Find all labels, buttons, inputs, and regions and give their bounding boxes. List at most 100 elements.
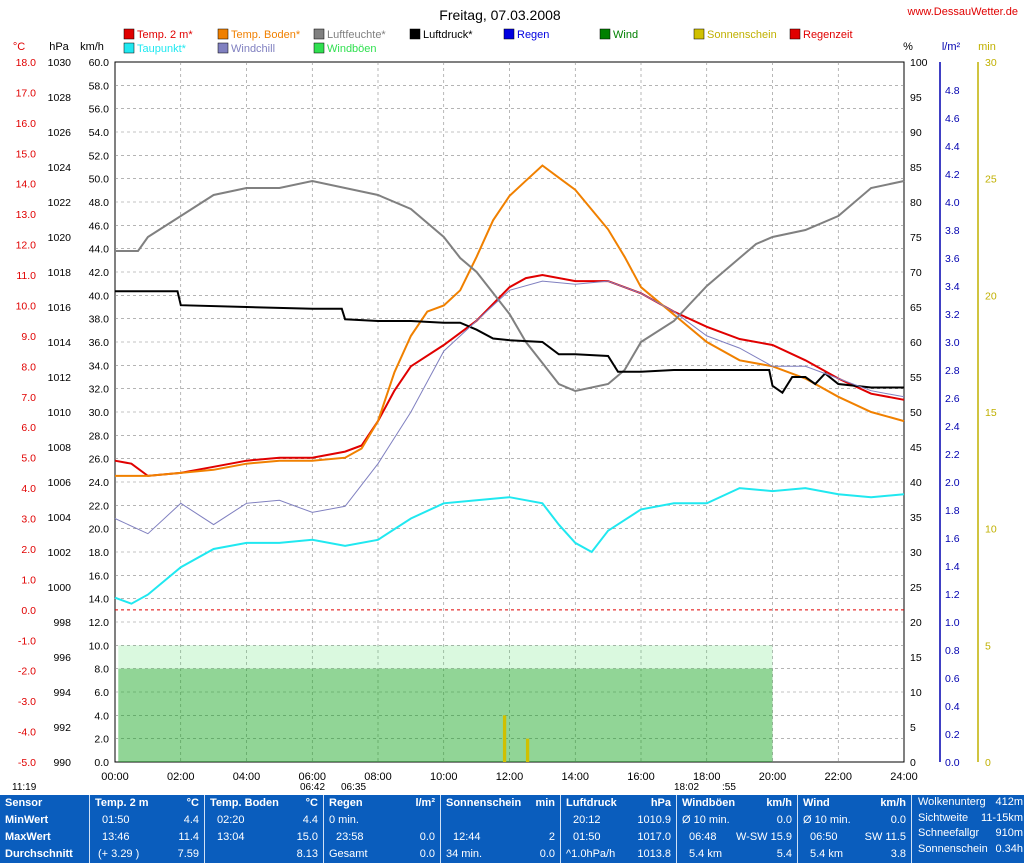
temp_c-tick: 10.0 bbox=[16, 300, 37, 312]
speed_kmh-tick: 12.0 bbox=[89, 617, 110, 629]
temp_c-tick: 17.0 bbox=[16, 87, 37, 99]
x-tick: 02:00 bbox=[167, 771, 195, 783]
rain_lm2-tick: 0.2 bbox=[945, 729, 960, 741]
temp2m-avg-val: 7.59 bbox=[177, 848, 199, 860]
col-temp2m: Temp. 2 m °C 01:50 4.4 13:46 11.4 (+ 3.29 )… bbox=[89, 795, 204, 863]
legend-swatch bbox=[217, 42, 229, 54]
humidity_pct-tick: 45 bbox=[910, 442, 922, 454]
humidity-unit: % bbox=[903, 41, 913, 53]
legend-label: Wind bbox=[613, 29, 638, 41]
pressure_hpa-tick: 1008 bbox=[48, 442, 72, 454]
pressure_hpa-tick: 1026 bbox=[48, 127, 72, 139]
boeen-max-val: W-SW 15.9 bbox=[735, 831, 792, 843]
x-tick: 00:00 bbox=[101, 771, 129, 783]
extra-snow-val: 910m bbox=[995, 827, 1023, 839]
chart-title: Freitag, 07.03.2008 bbox=[439, 7, 561, 23]
series-luftdruck bbox=[115, 290, 904, 395]
minutes-tick: 0 bbox=[985, 757, 991, 769]
speed_kmh-tick: 30.0 bbox=[89, 407, 110, 419]
speed_kmh-tick: 36.0 bbox=[89, 337, 110, 349]
wind-max-time: 06:50 bbox=[810, 831, 838, 843]
rain_lm2-tick: 0.4 bbox=[945, 701, 960, 713]
speed_kmh-tick: 16.0 bbox=[89, 570, 110, 582]
speed_kmh-tick: 10.0 bbox=[89, 640, 110, 652]
site-link[interactable]: www.DessauWetter.de bbox=[907, 6, 1018, 18]
rain_lm2-tick: 2.6 bbox=[945, 393, 960, 405]
tempboden-avg-val: 8.13 bbox=[296, 848, 318, 860]
boeen-dist-val: 5.4 bbox=[776, 848, 792, 860]
speed_kmh-tick: 56.0 bbox=[89, 104, 110, 116]
tempboden-header: Temp. Boden bbox=[210, 797, 279, 809]
pressure_hpa-tick: 1002 bbox=[48, 547, 72, 559]
legend-label: Windchill bbox=[231, 43, 275, 55]
sonne-unit: min bbox=[535, 797, 555, 809]
col-tempboden: Temp. Boden °C 02:20 4.4 13:04 15.0 8.13 bbox=[204, 795, 323, 863]
x-tick: 20:00 bbox=[759, 771, 787, 783]
stats-table: Sensor MinWert MaxWert Durchschnitt Temp… bbox=[0, 795, 1024, 863]
temp_c-tick: 2.0 bbox=[21, 544, 36, 556]
rain_lm2-tick: 1.0 bbox=[945, 617, 960, 629]
regen-total-val: 0.0 bbox=[419, 848, 435, 860]
tempboden-min-val: 4.4 bbox=[302, 814, 318, 826]
rain_lm2-tick: 3.2 bbox=[945, 309, 960, 321]
weather-chart: Freitag, 07.03.2008 www.DessauWetter.de … bbox=[12, 6, 1018, 793]
wind-avg-val: 0.0 bbox=[890, 814, 906, 826]
wind-bars bbox=[118, 645, 773, 762]
regen-max-time: 23:58 bbox=[336, 831, 364, 843]
temp_c-tick: 12.0 bbox=[16, 240, 37, 252]
temp2m-avg-delta: (+ 3.29 ) bbox=[98, 848, 140, 860]
legend-label: Temp. 2 m* bbox=[137, 29, 193, 41]
series-taupunkt bbox=[114, 487, 905, 605]
speed_kmh-tick: 0.0 bbox=[94, 757, 109, 769]
tempboden-unit: °C bbox=[305, 797, 318, 809]
temp2m-max-val: 11.4 bbox=[178, 831, 199, 843]
legend-label: Regen bbox=[517, 29, 549, 41]
pressure_hpa-tick: 1010 bbox=[48, 407, 72, 419]
pressure_hpa-tick: 1030 bbox=[48, 57, 72, 69]
minutes-unit: min bbox=[978, 41, 996, 53]
humidity_pct-tick: 60 bbox=[910, 337, 922, 349]
pressure_hpa-tick: 1016 bbox=[48, 302, 72, 314]
temp_c-tick: -1.0 bbox=[18, 635, 36, 647]
sonne-total-label: 34 min. bbox=[446, 848, 483, 860]
pressure_hpa-tick: 1024 bbox=[48, 162, 72, 174]
humidity_pct-tick: 0 bbox=[910, 757, 916, 769]
temp_c-tick: 18.0 bbox=[16, 57, 37, 69]
legend-label: Luftfeuchte* bbox=[327, 29, 386, 41]
minutes-tick: 30 bbox=[985, 57, 997, 69]
col-boeen: Windböen km/h Ø 10 min. 0.0 06:48 W-SW 15.9… bbox=[676, 795, 797, 863]
col-druck: Luftdruck hPa 20:12 1010.9 01:50 1017.0 ^1.… bbox=[560, 795, 676, 863]
humidity_pct-tick: 25 bbox=[910, 582, 922, 594]
legend-label: Sonnenschein bbox=[707, 29, 777, 41]
pressure_hpa-tick: 994 bbox=[53, 687, 71, 699]
sunrise-b: 06:35 bbox=[341, 782, 366, 793]
pressure_hpa-tick: 1000 bbox=[48, 582, 72, 594]
rain_lm2-tick: 2.4 bbox=[945, 421, 960, 433]
humidity_pct-tick: 50 bbox=[910, 407, 922, 419]
temp_c-tick: 13.0 bbox=[16, 209, 37, 221]
pressure_hpa-tick: 1006 bbox=[48, 477, 72, 489]
humidity_pct-tick: 10 bbox=[910, 687, 922, 699]
col-sonne: Sonnenschein min 12:44 2 34 min. 0.0 bbox=[440, 795, 560, 863]
speed_kmh-tick: 32.0 bbox=[89, 384, 110, 396]
temp_c-tick: 8.0 bbox=[21, 361, 36, 373]
rain_lm2-tick: 0.8 bbox=[945, 645, 960, 657]
speed_kmh-tick: 26.0 bbox=[89, 454, 110, 466]
legend-swatch bbox=[123, 42, 135, 54]
legend: Temp. 2 m* Temp. Boden* Luftfeuchte* Luftdr… bbox=[123, 28, 853, 55]
humidity_pct-tick: 85 bbox=[910, 162, 922, 174]
rain_lm2-tick: 1.6 bbox=[945, 533, 960, 545]
legend-label: Regenzeit bbox=[803, 29, 853, 41]
series-luftfeuchte bbox=[115, 179, 905, 393]
extra-snow-label: Schneefallgr bbox=[918, 827, 980, 839]
pressure_hpa-tick: 1020 bbox=[48, 232, 72, 244]
speed_kmh-tick: 18.0 bbox=[89, 547, 110, 559]
x-tick: 10:00 bbox=[430, 771, 458, 783]
temp_c-tick: 9.0 bbox=[21, 331, 36, 343]
humidity_pct-tick: 95 bbox=[910, 92, 922, 104]
x-tick: 14:00 bbox=[561, 771, 589, 783]
boeen-distance: 5.4 km bbox=[689, 848, 723, 860]
temp_c-tick: 16.0 bbox=[16, 118, 37, 130]
humidity_pct-tick: 100 bbox=[910, 57, 928, 69]
humidity_pct-tick: 75 bbox=[910, 232, 922, 244]
